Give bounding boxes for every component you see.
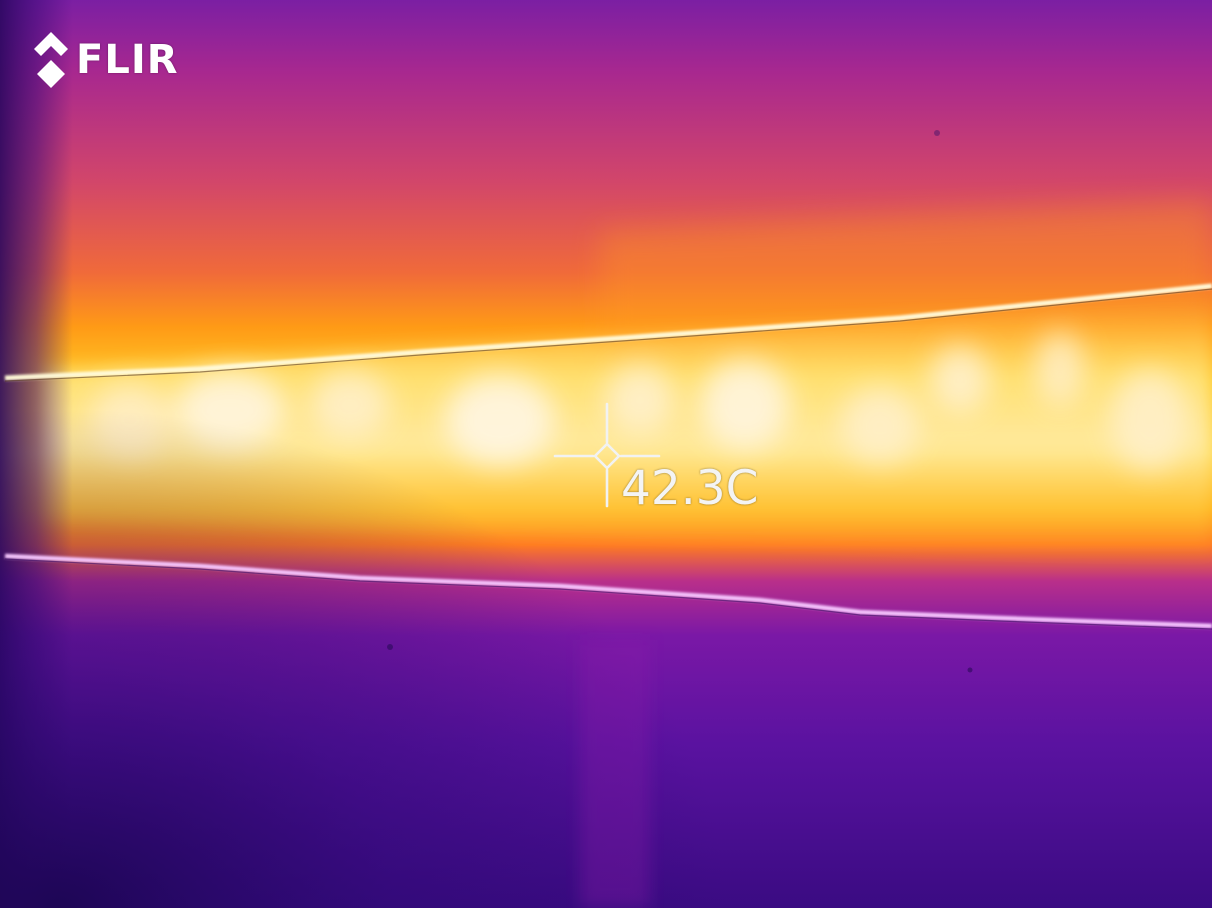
- crosshair-icon: [553, 402, 661, 508]
- flir-logo: FLIR: [30, 32, 179, 88]
- spot-temperature-readout: 42.3C: [621, 461, 759, 516]
- flir-diamond-icon: [34, 32, 68, 88]
- logo-text: FLIR: [76, 37, 179, 83]
